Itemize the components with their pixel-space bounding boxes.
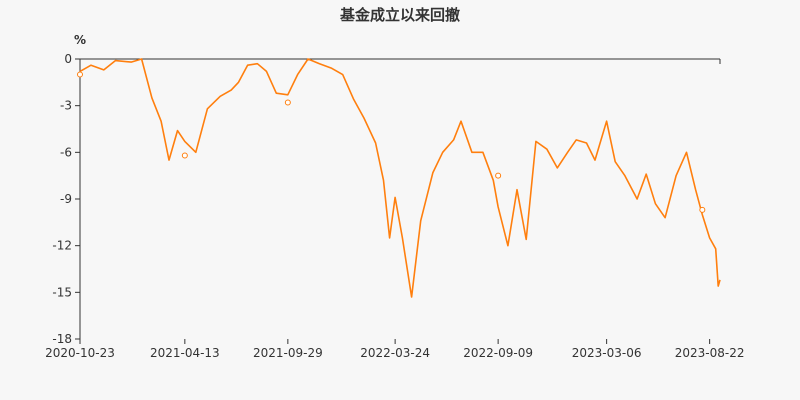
- chart-title: 基金成立以来回撤: [339, 6, 460, 24]
- y-axis-ticks: 0 -3 -6 -9 -12 -15 -18: [52, 52, 80, 346]
- series-point-marker: [181, 152, 188, 159]
- y-tick-label: -12: [52, 239, 72, 253]
- y-tick-label: -3: [60, 99, 72, 113]
- series-layer: [77, 58, 721, 298]
- y-axis-unit: %: [74, 33, 86, 47]
- y-tick-label: -9: [60, 192, 72, 206]
- y-tick-label: -15: [52, 285, 72, 299]
- series-point-marker: [699, 206, 706, 213]
- x-tick-label: 2022-03-24: [360, 346, 430, 360]
- series-point-marker: [495, 172, 502, 179]
- series-point-marker: [77, 71, 83, 78]
- y-tick-label: -18: [52, 332, 72, 346]
- x-tick-label: 2021-09-29: [253, 346, 323, 360]
- series-point-marker: [284, 99, 291, 106]
- y-tick-label: -6: [60, 145, 72, 159]
- x-tick-label: 2022-09-09: [463, 346, 533, 360]
- x-tick-label: 2023-03-06: [572, 346, 642, 360]
- drawdown-series-line: [79, 58, 721, 298]
- x-axis-ticks: 2020-10-23 2021-04-13 2021-09-29 2022-03-24…: [45, 59, 745, 360]
- y-tick-label: 0: [64, 52, 72, 66]
- x-tick-label: 2020-10-23: [45, 346, 115, 360]
- x-tick-label: 2023-08-22: [675, 346, 745, 360]
- x-tick-label: 2021-04-13: [150, 346, 220, 360]
